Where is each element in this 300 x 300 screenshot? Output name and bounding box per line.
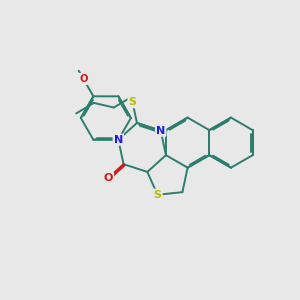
Text: N: N (156, 126, 165, 136)
Text: S: S (154, 190, 161, 200)
Text: S: S (128, 97, 136, 107)
Text: O: O (79, 74, 88, 84)
Text: N: N (114, 135, 123, 145)
Text: O: O (103, 173, 113, 183)
